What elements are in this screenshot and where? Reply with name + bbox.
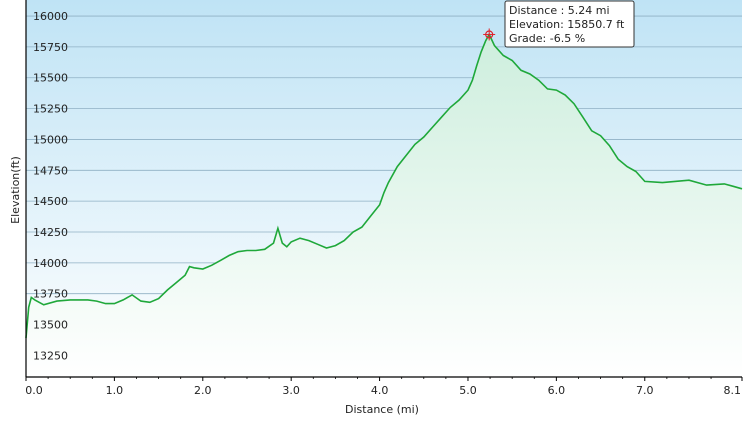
elevation-area-fill [26,34,742,378]
y-tick-label: 13500 [33,319,68,332]
y-tick-label: 16000 [33,10,68,23]
tooltip-elevation: Elevation: 15850.7 ft [509,18,625,31]
y-tick-label: 15500 [33,72,68,85]
y-tick-label: 13250 [33,349,68,362]
x-tick-label: 3.0 [282,384,300,397]
x-axis-label: Distance (mi) [345,403,419,416]
y-tick-label: 15250 [33,103,68,116]
x-tick-label: 2.0 [194,384,212,397]
y-tick-label: 14500 [33,195,68,208]
hover-tooltip: Distance : 5.24 mi Elevation: 15850.7 ft… [504,0,635,48]
y-tick-label: 14750 [33,164,68,177]
y-tick-label: 15000 [33,133,68,146]
y-tick-label: 15750 [33,41,68,54]
x-tick-label: 7.0 [636,384,654,397]
y-tick-label: 13750 [33,288,68,301]
elevation-profile-line [25,32,743,339]
y-tick-label: 14250 [33,226,68,239]
tooltip-distance: Distance : 5.24 mi [509,4,610,17]
y-axis-label: Elevation(ft) [9,156,22,224]
tooltip-grade: Grade: -6.5 % [509,32,585,45]
position-marker [483,28,496,41]
y-tick-label: 14000 [33,257,68,270]
x-tick-label: 4.0 [371,384,389,397]
x-tick-label: 0.0 [25,384,43,397]
y-axis-ticks: 13250 13500 13750 14000 14250 14500 14750 15000… [33,10,68,362]
x-tick-label: 1.0 [106,384,124,397]
tooltip-box [504,0,635,48]
x-axis-ticks: 0.0 1.0 2.0 3.0 4.0 5.0 6.0 7.0 8.1 [25,377,743,397]
x-tick-label: 5.0 [459,384,477,397]
x-tick-label: 6.0 [548,384,566,397]
x-tick-label: 8.1 [724,384,742,397]
